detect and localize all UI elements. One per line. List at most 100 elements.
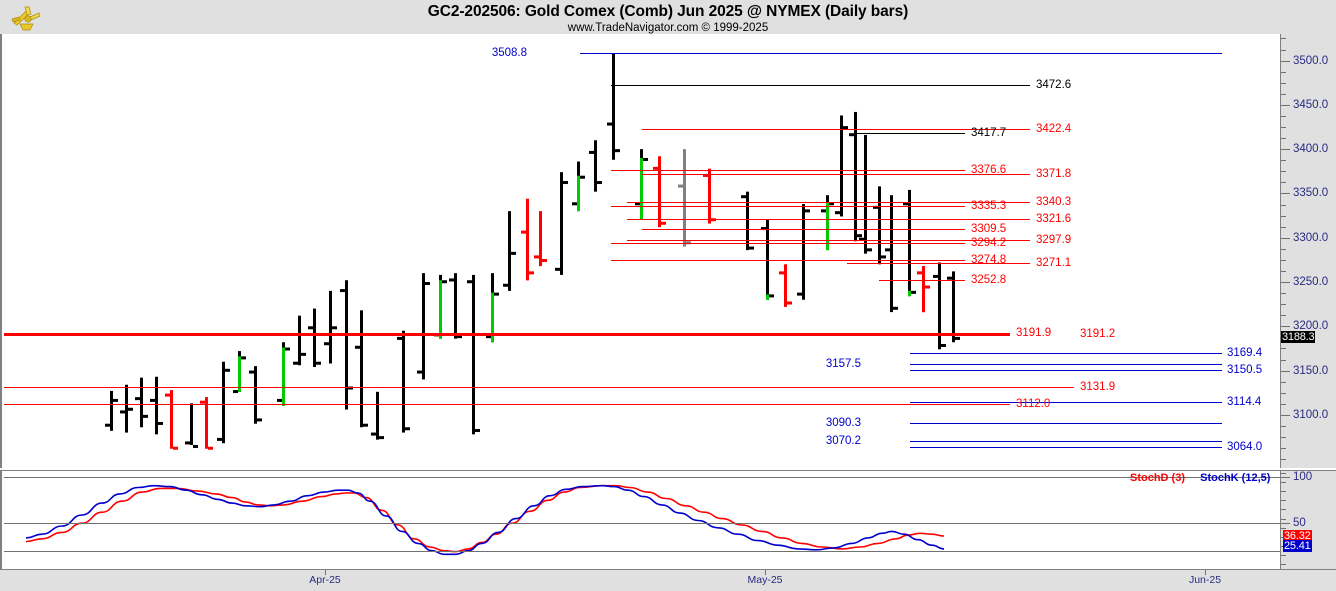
ohlc-bar[interactable] [293,315,306,366]
ohlc-bar[interactable] [308,308,321,368]
price-level-label[interactable]: 3274.8 [971,254,1007,267]
ohlc-bar[interactable] [779,264,792,307]
price-level-label[interactable]: 3321.6 [1036,212,1072,225]
ohlc-bar[interactable] [653,156,666,228]
price-level-line[interactable] [627,202,1030,204]
ohlc-bar[interactable] [324,290,337,364]
ohlc-bar[interactable] [185,403,198,448]
price-level-label[interactable]: 3335.3 [971,200,1007,213]
price-level-line[interactable] [611,260,965,262]
price-level-label[interactable]: 3417.7 [971,127,1007,140]
price-level-label[interactable]: 3472.6 [1036,78,1072,91]
ohlc-bar[interactable] [761,220,774,300]
price-level-label[interactable]: 3191.9 [1016,327,1052,340]
ohlc-bar[interactable] [835,115,848,217]
ohlc-bar[interactable] [371,391,384,440]
ohlc-bar[interactable] [467,274,480,435]
price-level-label[interactable]: 3112.0 [1016,398,1051,411]
ohlc-bar[interactable] [797,204,810,300]
ohlc-bar[interactable] [572,161,585,212]
ohlc-bar[interactable] [821,195,834,251]
date-axis[interactable]: Apr-25 May-25 Jun-25 [0,569,1336,591]
ohlc-bar[interactable] [277,342,290,406]
price-chart-pane[interactable]: 3508.8 3472.6 3422.4 3417.7 3376.6 3371.8 3340… [0,34,1280,501]
price-level-line[interactable] [580,52,1222,54]
stochastic-axis[interactable]: 100 50 36.32 25.41 [1280,470,1336,569]
price-level-label[interactable]: 3131.9 [1080,380,1116,393]
ohlc-bar[interactable] [150,376,163,435]
legend-item-stochd[interactable]: StochD (3) [1130,472,1185,484]
ohlc-bar[interactable] [885,195,898,313]
ohlc-bar[interactable] [417,273,430,380]
ohlc-bar[interactable] [635,149,648,220]
ohlc-bar[interactable] [503,211,516,291]
price-level-label[interactable]: 3371.8 [1036,168,1072,181]
price-level-line[interactable] [910,423,1222,425]
price-level-label[interactable]: 3064.0 [1227,440,1263,453]
ohlc-bar[interactable] [555,172,568,275]
price-level-line[interactable] [642,229,965,231]
ohlc-bar[interactable] [703,168,716,224]
ohlc-bar[interactable] [917,266,930,313]
ohlc-bar[interactable] [233,351,246,394]
ohlc-bar[interactable] [741,191,754,251]
price-level-line[interactable] [910,441,1222,443]
price-level-line[interactable] [611,84,1030,86]
price-level-line[interactable] [627,218,1030,220]
price-axis[interactable]: 3500.0 3450.0 3400.0 3350.0 3300.0 3250.0 3200… [1280,34,1336,468]
ohlc-bar[interactable] [165,390,178,450]
ohlc-bar[interactable] [340,280,353,410]
ohlc-bar[interactable] [521,198,534,281]
price-level-label[interactable]: 3252.8 [971,273,1007,286]
price-level-label[interactable]: 3090.3 [825,417,861,430]
price-level-label[interactable]: 3070.2 [825,435,861,448]
ohlc-bar[interactable] [486,273,499,343]
price-level-line[interactable] [611,206,965,208]
ohlc-bar[interactable] [135,377,148,428]
ohlc-bar[interactable] [534,211,547,267]
ohlc-bar[interactable] [200,397,213,450]
stochastic-pane[interactable] [0,470,1280,569]
price-level-line[interactable] [910,402,1222,404]
price-level-label[interactable]: 3340.3 [1036,196,1072,209]
price-level-label[interactable]: 3114.4 [1227,396,1262,409]
price-level-line[interactable] [910,353,1222,355]
price-level-line[interactable] [4,334,1010,337]
price-level-line[interactable] [910,363,1222,365]
price-level-line[interactable] [4,404,1010,406]
ohlc-bar[interactable] [355,310,368,428]
ohlc-bar[interactable] [859,134,872,254]
price-level-line[interactable] [642,129,1030,131]
price-level-label[interactable]: 3150.5 [1227,364,1263,377]
price-level-line[interactable] [910,446,1222,448]
price-level-line[interactable] [627,239,1030,241]
price-level-line[interactable] [642,174,1030,176]
price-level-line[interactable] [4,386,1074,388]
price-level-line[interactable] [910,370,1222,372]
price-level-line[interactable] [879,279,965,281]
price-level-line[interactable] [847,263,1030,265]
ohlc-bar[interactable] [933,262,946,350]
ohlc-bar[interactable] [120,384,133,433]
price-level-label[interactable]: 3294.2 [971,236,1007,249]
price-level-label[interactable]: 3157.5 [825,357,861,370]
price-level-label[interactable]: 3191.2 [1080,328,1116,341]
ohlc-bar[interactable] [849,111,862,242]
price-level-label[interactable]: 3169.4 [1227,347,1263,360]
price-level-line[interactable] [611,242,965,244]
ohlc-bar[interactable] [434,274,447,339]
ohlc-bar[interactable] [249,366,262,424]
ohlc-bar[interactable] [678,149,691,247]
ohlc-bar[interactable] [947,271,960,343]
ohlc-bar[interactable] [589,140,602,192]
ohlc-bar[interactable] [607,53,620,160]
ohlc-bar[interactable] [449,273,462,339]
price-level-label[interactable]: 3309.5 [971,223,1007,236]
price-level-label[interactable]: 3422.4 [1036,123,1072,136]
legend-item-stochk[interactable]: StochK (12,5) [1200,472,1271,484]
ohlc-bar[interactable] [873,186,886,265]
price-level-line[interactable] [854,133,965,135]
ohlc-bar[interactable] [217,361,230,444]
price-level-label[interactable]: 3271.1 [1036,257,1072,270]
price-level-line[interactable] [611,169,965,171]
